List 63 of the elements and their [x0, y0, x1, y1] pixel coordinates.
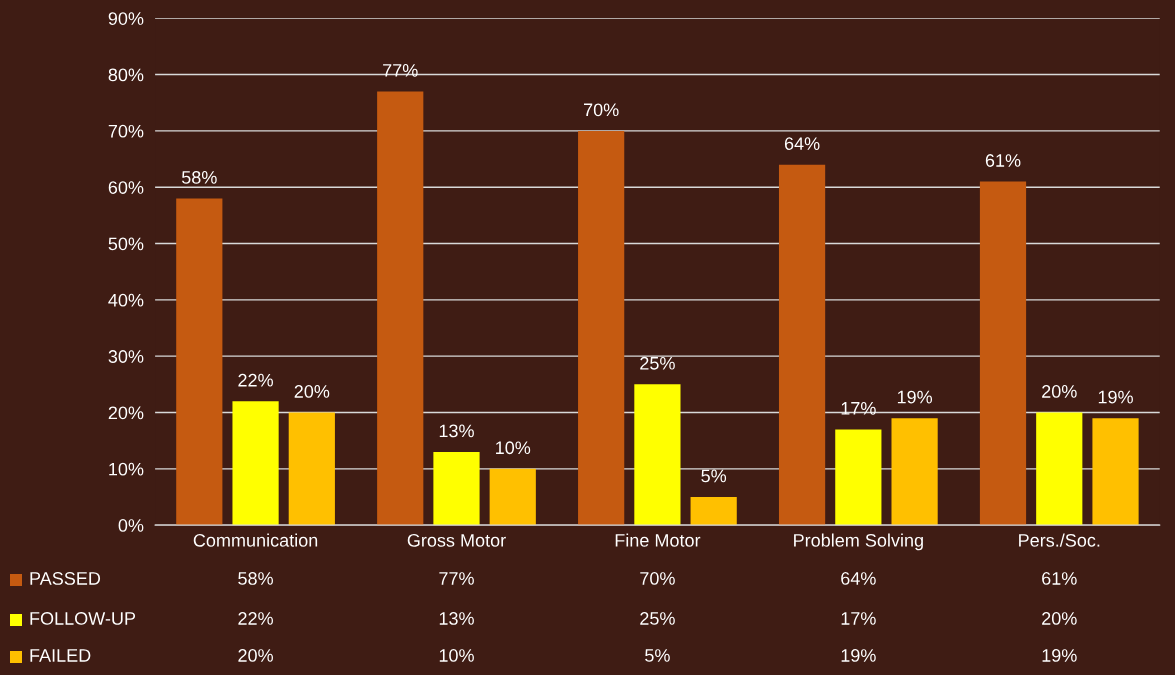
- text: 17%: [841, 402, 876, 415]
- text: 19%: [897, 390, 933, 404]
- data-label: 19%: [1042, 649, 1077, 662]
- text: 5%: [701, 469, 727, 483]
- text: 61%: [985, 154, 1021, 167]
- data-label: 58%: [238, 572, 273, 585]
- bar: [1036, 412, 1083, 526]
- bar: [634, 384, 681, 526]
- text: 58%: [181, 171, 217, 184]
- bar: [1092, 418, 1139, 526]
- bar: [176, 198, 223, 526]
- data-label: 10%: [439, 649, 474, 662]
- data-label: 13%: [439, 612, 474, 625]
- text: 20%: [1042, 385, 1077, 398]
- y-tick-label: 30%: [108, 350, 144, 363]
- y-tick-label: 20%: [108, 406, 144, 420]
- bar: [232, 401, 279, 526]
- data-label: 22%: [238, 612, 273, 625]
- data-label: 20%: [238, 649, 273, 662]
- x-tick-label: Fine Motor: [615, 533, 701, 547]
- y-tick-label: 70%: [108, 124, 144, 138]
- bar: [288, 412, 335, 526]
- text: 25%: [640, 356, 675, 370]
- data-label: 19%: [841, 649, 876, 662]
- text: 64%: [784, 137, 820, 150]
- text: 20%: [294, 385, 330, 398]
- text: 22%: [238, 373, 273, 387]
- text: 19%: [1098, 390, 1133, 404]
- bar: [578, 130, 625, 526]
- data-label: 5%: [645, 649, 670, 662]
- y-tick-label: 80%: [108, 68, 144, 82]
- y-tick-label: 90%: [108, 12, 144, 25]
- y-tick-label: 0%: [118, 519, 144, 532]
- data-label: 20%: [1042, 612, 1077, 625]
- text: 77%: [383, 64, 418, 77]
- legend-label: FOLLOW-UP: [30, 612, 136, 625]
- legend-label: FAILED: [30, 649, 91, 662]
- text: 10%: [496, 441, 531, 455]
- bar: [891, 418, 938, 526]
- y-tick-label: 60%: [108, 181, 144, 194]
- bar: [778, 164, 826, 526]
- bar: [835, 429, 882, 526]
- x-tick-label: Gross Motor: [407, 533, 506, 547]
- bar: [433, 451, 480, 526]
- text: 13%: [439, 424, 474, 438]
- data-label: 17%: [841, 612, 876, 625]
- data-label: 25%: [640, 612, 675, 625]
- x-tick-label: Problem Solving: [794, 533, 923, 551]
- data-label: 70%: [640, 572, 675, 585]
- y-tick-label: 10%: [109, 462, 144, 476]
- y-tick-label: 50%: [108, 237, 144, 251]
- bar: [489, 468, 536, 526]
- text: 70%: [584, 103, 619, 117]
- legend-label: PASSED: [30, 572, 101, 585]
- bar: [979, 181, 1027, 526]
- bar: [377, 91, 424, 526]
- data-label: 64%: [841, 572, 876, 585]
- bar: [690, 496, 737, 526]
- x-tick-label: Pers./Soc.: [1019, 533, 1100, 547]
- x-tick-label: Communication: [193, 533, 318, 547]
- data-label: 61%: [1042, 572, 1077, 585]
- y-tick-label: 40%: [108, 293, 144, 307]
- data-label: 77%: [439, 572, 474, 585]
